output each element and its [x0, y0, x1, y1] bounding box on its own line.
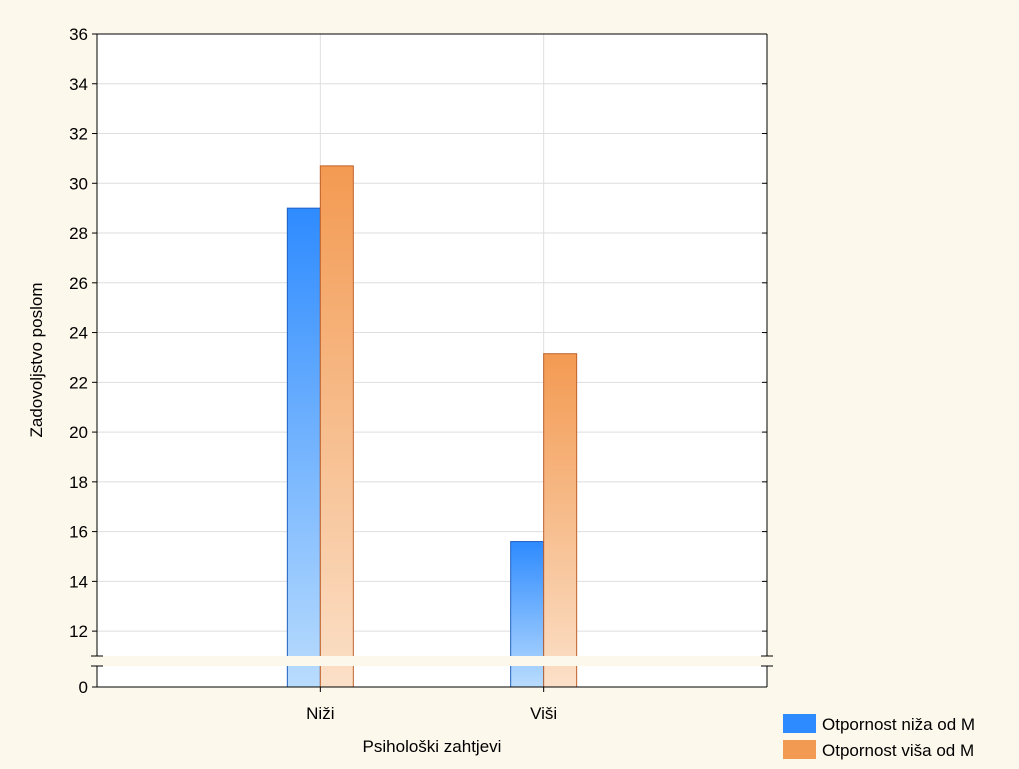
y-axis-title: Zadovoljstvo poslom: [27, 283, 46, 438]
y-tick-label: 14: [69, 572, 88, 591]
y-tick-label: 0: [79, 678, 88, 697]
y-tick-label: 28: [69, 224, 88, 243]
x-axis-title: Psihološki zahtjevi: [363, 737, 502, 756]
y-tick-label: 26: [69, 274, 88, 293]
y-tick-label: 16: [69, 523, 88, 542]
y-tick-label: 18: [69, 473, 88, 492]
bar-low-nizi: [286, 207, 321, 688]
legend-item-low: Otpornost niža od M: [783, 714, 975, 734]
y-tick-label: 20: [69, 423, 88, 442]
y-tick-label: 22: [69, 373, 88, 392]
plot-background: [97, 34, 767, 687]
legend-swatch-low: [783, 714, 816, 733]
y-tick-label: 24: [69, 324, 88, 343]
bar-high-nizi: [319, 165, 354, 688]
y-tick-label: 32: [69, 125, 88, 144]
bars: [286, 165, 578, 688]
y-tick-label: 36: [69, 25, 88, 44]
x-tick-label: Viši: [530, 704, 557, 723]
legend-item-high: Otpornost viša od M: [783, 740, 974, 760]
legend-swatch-high: [783, 740, 816, 759]
axis-break-band: [93, 656, 771, 666]
legend: Otpornost niža od M Otpornost viša od M: [783, 714, 975, 760]
legend-label-high: Otpornost viša od M: [822, 741, 974, 760]
y-tick-label: 12: [69, 622, 88, 641]
y-tick-label: 34: [69, 75, 88, 94]
axes: 0 12 14 16 18 20 22 24 26 28 30 32 34 36 Niži Viši: [69, 25, 773, 723]
bar-high-visi: [543, 353, 578, 688]
legend-label-low: Otpornost niža od M: [822, 715, 975, 734]
y-tick-label: 30: [69, 174, 88, 193]
x-tick-label: Niži: [306, 704, 334, 723]
